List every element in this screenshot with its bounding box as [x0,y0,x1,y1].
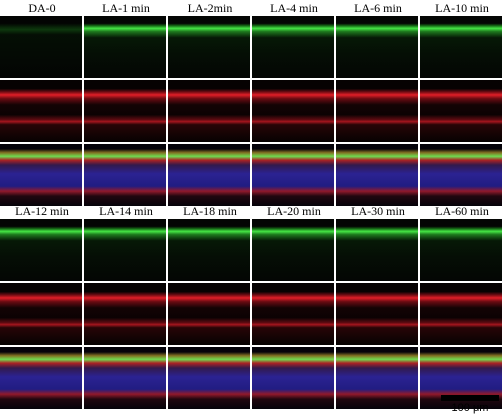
micrograph-red [252,283,334,345]
panel-label: LA-4 min [270,1,318,15]
panel-label: DA-0 [28,1,56,15]
micrograph-red [168,283,250,345]
micrograph-green [252,16,334,78]
panel-label: LA-10 min [435,1,489,15]
micrograph-merge [252,144,334,206]
micrograph-green [168,219,250,281]
micrograph-red [168,80,250,142]
micrograph-merge [336,144,418,206]
panel-label: LA-2min [187,1,233,15]
micrograph-red [0,283,82,345]
micrograph-red [420,283,502,345]
panel-label: LA-60 min [435,204,489,218]
micrograph-merge [0,347,82,409]
panel-label: LA-18 min [183,204,237,218]
micrograph-green [336,16,418,78]
panel-label: LA-30 min [351,204,405,218]
micrograph-green [0,219,82,281]
top-row-labels: DA-0 LA-1 min LA-2min LA-4 min LA-6 min … [0,0,504,16]
micrograph-green [0,16,82,78]
micrograph-green [252,219,334,281]
top-image-grid [0,16,504,208]
panel-label: LA-6 min [354,1,402,15]
micrograph-merge [420,347,502,409]
micrograph-merge [84,144,166,206]
panel-label: LA-20 min [267,204,321,218]
micrograph-red [84,283,166,345]
scale-bar [441,395,499,401]
micrograph-red [336,283,418,345]
micrograph-green [420,219,502,281]
micrograph-red [84,80,166,142]
micrograph-merge [336,347,418,409]
micrograph-red [0,80,82,142]
bottom-row-labels: LA-12 min LA-14 min LA-18 min LA-20 min … [0,203,504,219]
panel-label: LA-1 min [102,1,150,15]
micrograph-red [336,80,418,142]
panel-label: LA-12 min [15,204,69,218]
micrograph-merge [168,347,250,409]
micrograph-merge [84,347,166,409]
micrograph-green [420,16,502,78]
micrograph-green [84,219,166,281]
micrograph-green [336,219,418,281]
micrograph-green [168,16,250,78]
micrograph-merge [0,144,82,206]
micrograph-merge [420,144,502,206]
micrograph-red [420,80,502,142]
micrograph-merge [252,347,334,409]
bottom-image-grid [0,219,504,411]
micrograph-merge [168,144,250,206]
scale-bar-label: 100 μm [451,402,489,414]
micrograph-green [84,16,166,78]
micrograph-red [252,80,334,142]
panel-label: LA-14 min [99,204,153,218]
